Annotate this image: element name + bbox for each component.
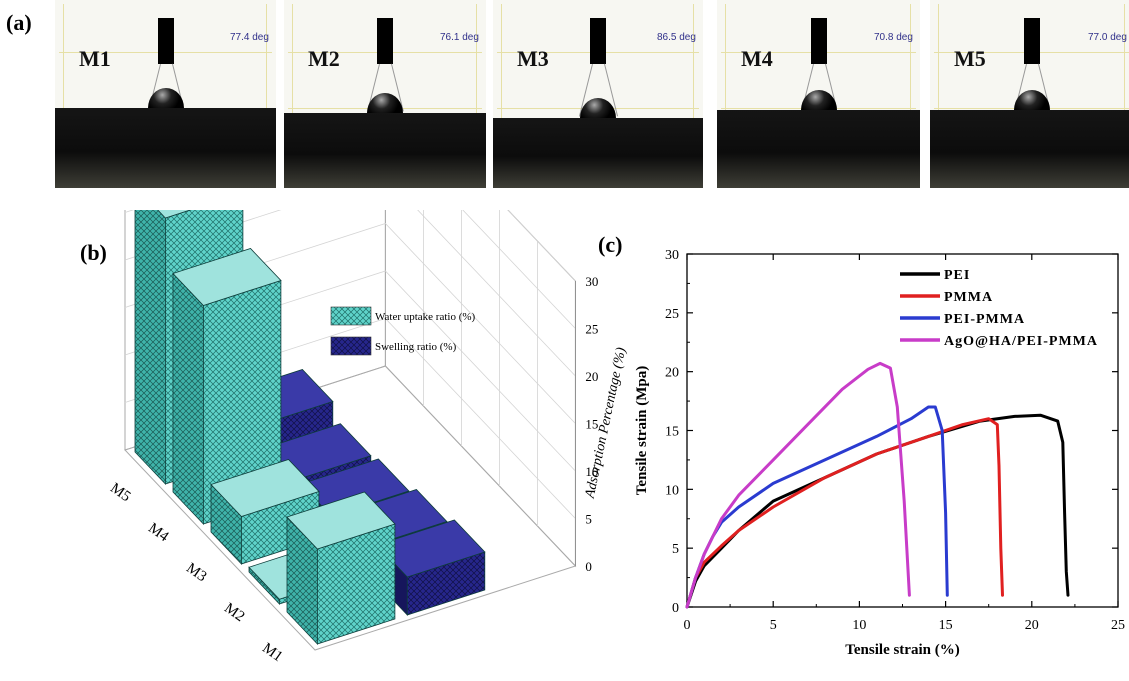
water-droplet	[801, 90, 837, 110]
x-tick-label: 20	[1025, 618, 1039, 633]
contact-angle-value: 70.8 deg	[874, 32, 913, 43]
x-axis-title: Tensile strain (%)	[845, 642, 959, 658]
grid-line	[1124, 4, 1125, 184]
y-tick-label: 0	[672, 601, 679, 616]
contact-angle-photo-m1: M1 77.4 deg	[55, 0, 276, 188]
contact-angle-value: 86.5 deg	[657, 32, 696, 43]
plot-frame	[686, 253, 1119, 608]
grid-line	[725, 4, 726, 184]
substrate-surface	[717, 110, 920, 188]
y-axis-title: Tensile strain (Mpa)	[634, 366, 650, 495]
grid-line	[266, 4, 267, 184]
syringe-needle	[158, 18, 174, 64]
x-tick-label: 0	[684, 618, 691, 633]
category-label: M3	[183, 560, 209, 585]
legend-label: PEI	[944, 268, 970, 283]
photo-sample-label: M4	[741, 46, 773, 71]
series-line-pei	[685, 413, 1070, 609]
panel-label-c: (c)	[598, 232, 623, 257]
contact-angle-photo-m5: M5 77.0 deg	[930, 0, 1129, 188]
water-droplet	[148, 88, 184, 108]
water-droplet	[367, 93, 403, 113]
photo-sample-label: M3	[517, 46, 549, 71]
z-tick-label: 25	[585, 322, 598, 337]
grid-line	[476, 4, 477, 184]
legend-label: Water uptake ratio (%)	[375, 311, 476, 323]
chart-c-line: 0 5 10 15 20 25 0 5 10 15 20 25 30 Tensile strain (%)…	[634, 248, 1125, 658]
y-tick-label: 20	[665, 366, 679, 381]
syringe-needle	[590, 18, 606, 64]
legend-label: AgO@HA/PEI-PMMA	[944, 334, 1098, 349]
category-label: M2	[221, 600, 247, 625]
photo-sample-label: M2	[308, 46, 340, 71]
series-line-pmma	[685, 417, 1004, 609]
z-tick-label: 0	[585, 559, 592, 574]
syringe-needle	[377, 18, 393, 64]
y-tick-label: 25	[665, 307, 679, 322]
category-label: M4	[145, 520, 172, 545]
z-tick-label: 5	[585, 512, 592, 527]
grid-line	[693, 4, 694, 184]
legend-label: PEI-PMMA	[944, 312, 1025, 327]
z-tick-label: 20	[585, 369, 598, 384]
x-tick-label: 10	[852, 618, 866, 633]
legend-swatch	[330, 306, 372, 326]
contact-angle-strip: M1 77.4 deg M2 76.1 deg M3 86.5 deg M4 70.8 deg…	[0, 0, 1129, 190]
panel-label-b: (b)	[80, 240, 107, 265]
grid-line	[501, 4, 502, 184]
gridline	[507, 210, 576, 282]
category-label: M1	[259, 640, 285, 665]
y-tick-label: 30	[665, 248, 679, 263]
panel-label-a: (a)	[6, 10, 32, 35]
bar-m4-water-uptake	[172, 248, 282, 526]
legend-swatch	[330, 336, 372, 356]
y-tick-label: 15	[665, 425, 679, 440]
photo-sample-label: M1	[79, 46, 111, 71]
z-tick-label: 15	[585, 417, 598, 432]
contact-angle-value: 77.4 deg	[230, 32, 269, 43]
gridline	[124, 210, 576, 329]
substrate-surface	[493, 118, 703, 188]
z-tick-label: 10	[585, 464, 598, 479]
syringe-needle	[1024, 18, 1040, 64]
z-tick-label: 30	[585, 274, 598, 289]
substrate-surface	[284, 113, 486, 188]
substrate-surface	[930, 110, 1129, 188]
contact-angle-photo-m4: M4 70.8 deg	[717, 0, 920, 188]
substrate-surface	[55, 108, 276, 188]
y-tick-label: 5	[672, 542, 679, 557]
legend-label: PMMA	[944, 290, 993, 305]
contact-angle-photo-m2: M2 76.1 deg	[284, 0, 486, 188]
photo-sample-label: M5	[954, 46, 986, 71]
syringe-needle	[811, 18, 827, 64]
bar-m3-water-uptake	[210, 459, 320, 566]
contact-angle-photo-m3: M3 86.5 deg	[493, 0, 703, 188]
x-tick-label: 15	[939, 618, 953, 633]
grid-line	[292, 4, 293, 184]
x-tick-label: 5	[770, 618, 777, 633]
contact-angle-value: 77.0 deg	[1088, 32, 1127, 43]
series-line-ago-ha-pei-pmma	[685, 361, 911, 609]
legend-label: Swelling ratio (%)	[375, 341, 457, 353]
x-tick-label: 25	[1111, 618, 1125, 633]
category-label: M5	[107, 480, 133, 505]
water-droplet	[1014, 90, 1050, 110]
bar-m1-water-uptake	[286, 491, 396, 646]
y-tick-label: 10	[665, 483, 679, 498]
grid-line	[63, 4, 64, 184]
grid-line	[938, 4, 939, 184]
grid-line	[910, 4, 911, 184]
contact-angle-value: 76.1 deg	[440, 32, 479, 43]
water-droplet	[580, 98, 616, 118]
